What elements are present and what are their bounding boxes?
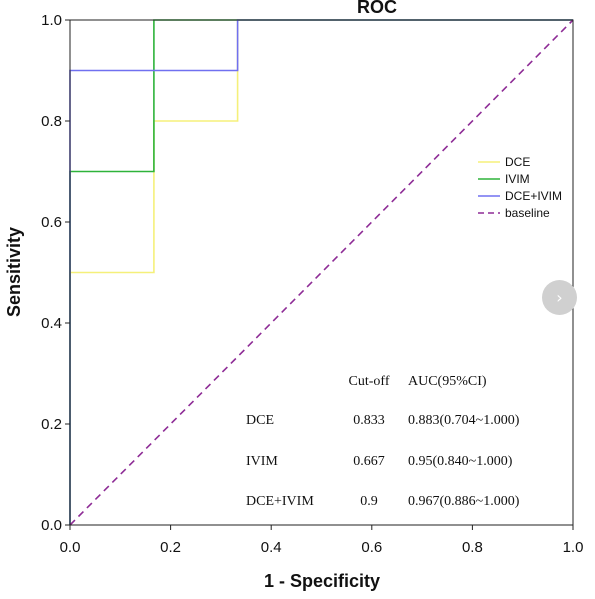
table-cell: DCE+IVIM <box>246 494 314 509</box>
legend-label-dce: DCE <box>505 155 530 169</box>
y-tick-label: 0.0 <box>41 517 62 534</box>
table-cell: 0.667 <box>353 454 385 469</box>
chart-title: ROC <box>357 0 397 17</box>
series-layer <box>69 19 574 526</box>
next-slide-button[interactable]: › <box>542 280 577 315</box>
legend-label-dce-ivim: DCE+IVIM <box>505 189 562 203</box>
plot-frame <box>69 19 574 526</box>
y-tick-label: 0.8 <box>41 113 62 130</box>
tick-layer: 0.0 0.2 0.4 0.6 0.8 1.0 0.0 0.2 0.4 0.6 0.8 1.0 <box>41 12 583 556</box>
y-tick-label: 0.6 <box>41 214 62 231</box>
y-tick-label: 0.2 <box>41 416 62 433</box>
table-header-cell: Cut-off <box>349 374 390 389</box>
table-cell: 0.95(0.840~1.000) <box>408 454 513 469</box>
table-cell: 0.9 <box>360 494 378 509</box>
series-line-baseline <box>69 19 574 526</box>
chevron-right-icon: › <box>556 288 563 307</box>
x-tick-label: 0.0 <box>60 539 81 556</box>
x-axis-title: 1 - Specificity <box>264 571 380 591</box>
legend: DCE IVIM DCE+IVIM baseline <box>478 155 562 220</box>
x-tick-label: 0.6 <box>361 539 382 556</box>
x-tick-label: 1.0 <box>563 539 584 556</box>
y-axis-title: Sensitivity <box>4 227 24 317</box>
table-cell: IVIM <box>246 454 278 469</box>
table-cell: 0.883(0.704~1.000) <box>408 413 520 428</box>
legend-label-ivim: IVIM <box>505 172 530 186</box>
legend-label-baseline: baseline <box>505 206 550 220</box>
y-tick-label: 1.0 <box>41 12 62 29</box>
y-tick-label: 0.4 <box>41 315 62 332</box>
x-tick-label: 0.8 <box>462 539 483 556</box>
x-tick-label: 0.4 <box>261 539 282 556</box>
x-tick-label: 0.2 <box>160 539 181 556</box>
table-cell: 0.833 <box>353 413 385 428</box>
table-cell: 0.967(0.886~1.000) <box>408 494 520 509</box>
metrics-table: Cut-off AUC(95%CI) DCE 0.833 0.883(0.704~1.0… <box>246 374 520 509</box>
table-header-cell: AUC(95%CI) <box>408 374 487 389</box>
table-cell: DCE <box>246 413 274 428</box>
